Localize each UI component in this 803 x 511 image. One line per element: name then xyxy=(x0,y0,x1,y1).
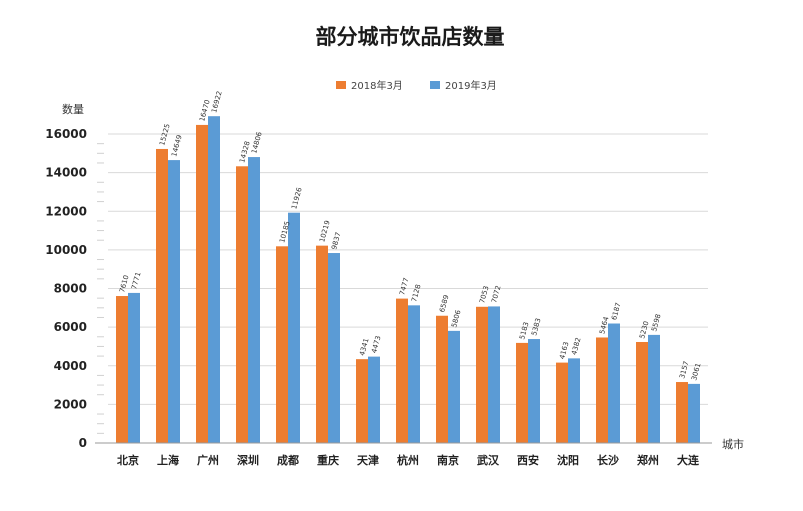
bar xyxy=(528,339,540,443)
bar xyxy=(276,246,288,443)
bar xyxy=(408,305,420,443)
data-label: 16922 xyxy=(210,90,223,114)
bar xyxy=(356,359,368,443)
bar xyxy=(368,356,380,443)
y-tick-label: 12000 xyxy=(45,204,87,218)
bar xyxy=(236,166,248,443)
chart-title: 部分城市饮品店数量 xyxy=(316,25,505,49)
bar xyxy=(636,341,648,443)
data-label: 6187 xyxy=(610,302,622,321)
bar xyxy=(116,296,128,443)
legend-swatch-2018 xyxy=(336,81,346,89)
x-tick-label: 重庆 xyxy=(317,453,339,467)
bar xyxy=(608,323,620,443)
bar xyxy=(156,148,168,443)
y-tick-label: 4000 xyxy=(54,359,87,373)
bar xyxy=(488,306,500,443)
data-label: 4341 xyxy=(358,337,370,356)
bar xyxy=(128,292,140,443)
bar xyxy=(436,315,448,443)
y-tick-label: 8000 xyxy=(54,282,87,296)
data-label: 11926 xyxy=(290,186,304,210)
bar xyxy=(208,116,220,443)
x-tick-label: 长沙 xyxy=(597,453,619,467)
x-tick-label: 西安 xyxy=(517,453,539,467)
bar xyxy=(676,382,688,443)
x-tick-label: 南京 xyxy=(437,453,459,467)
bar xyxy=(568,358,580,443)
y-tick-label: 16000 xyxy=(45,127,87,141)
data-label: 5183 xyxy=(518,321,530,340)
bar xyxy=(168,160,180,443)
bar xyxy=(648,334,660,443)
bar xyxy=(688,383,700,443)
data-label: 7771 xyxy=(130,271,142,290)
x-tick-label: 深圳 xyxy=(237,453,259,467)
minor-ticks xyxy=(97,143,104,434)
x-tick-label: 武汉 xyxy=(477,453,500,467)
y-tick-label: 0 xyxy=(79,436,87,450)
bar xyxy=(516,342,528,443)
data-label: 5806 xyxy=(450,309,462,329)
legend-swatch-2019 xyxy=(430,81,440,89)
bar xyxy=(328,253,340,443)
bar xyxy=(596,337,608,443)
y-tick-label: 2000 xyxy=(54,397,87,411)
data-label: 4163 xyxy=(558,341,570,360)
x-tick-label: 郑州 xyxy=(637,453,659,467)
bar xyxy=(556,362,568,443)
x-tick-label: 广州 xyxy=(197,453,219,467)
data-label: 7610 xyxy=(118,274,130,293)
data-label: 7053 xyxy=(478,285,490,304)
data-label: 9837 xyxy=(330,231,342,250)
data-label: 5598 xyxy=(650,313,662,332)
bar xyxy=(316,245,328,443)
bar xyxy=(448,330,460,443)
data-label: 7477 xyxy=(398,277,410,296)
data-label: 10219 xyxy=(318,220,331,244)
x-tick-label: 成都 xyxy=(277,453,299,467)
x-axis-label: 城市 xyxy=(722,437,744,451)
bar xyxy=(476,306,488,443)
data-label: 4382 xyxy=(570,337,582,356)
x-tick-label: 天津 xyxy=(357,453,379,467)
data-label: 6589 xyxy=(438,294,450,313)
y-tick-label: 14000 xyxy=(45,166,87,180)
legend-label-2019: 2019年3月 xyxy=(445,79,497,92)
legend-label-2018: 2018年3月 xyxy=(351,79,403,92)
bar xyxy=(288,212,300,443)
y-axis-label: 数量 xyxy=(62,103,84,116)
bar xyxy=(196,124,208,443)
legend: 2018年3月 2019年3月 xyxy=(336,79,497,92)
y-tick-label: 6000 xyxy=(54,320,87,334)
x-tick-label: 沈阳 xyxy=(557,453,579,467)
data-label: 15225 xyxy=(158,123,171,147)
bar xyxy=(396,298,408,443)
data-label: 3157 xyxy=(678,360,690,379)
x-tick-label: 大连 xyxy=(677,453,700,467)
y-tick-labels: 0 2000 4000 6000 8000 10000 12000 14000 16000 xyxy=(45,127,87,450)
data-label: 3061 xyxy=(690,362,702,381)
x-tick-label: 北京 xyxy=(117,453,139,467)
data-label: 4473 xyxy=(370,335,382,354)
x-tick-labels: 北京 上海 广州 深圳 成都 重庆 天津 杭州 南京 武汉 西安 沈阳 长沙 郑州 大连 xyxy=(117,453,700,467)
data-label: 7128 xyxy=(410,284,422,303)
data-label: 7072 xyxy=(490,285,502,304)
y-tick-label: 10000 xyxy=(45,243,87,257)
x-tick-label: 上海 xyxy=(157,453,179,467)
bars xyxy=(116,116,700,443)
data-label: 14649 xyxy=(170,134,183,158)
x-tick-label: 杭州 xyxy=(397,453,419,467)
bar xyxy=(248,157,260,443)
